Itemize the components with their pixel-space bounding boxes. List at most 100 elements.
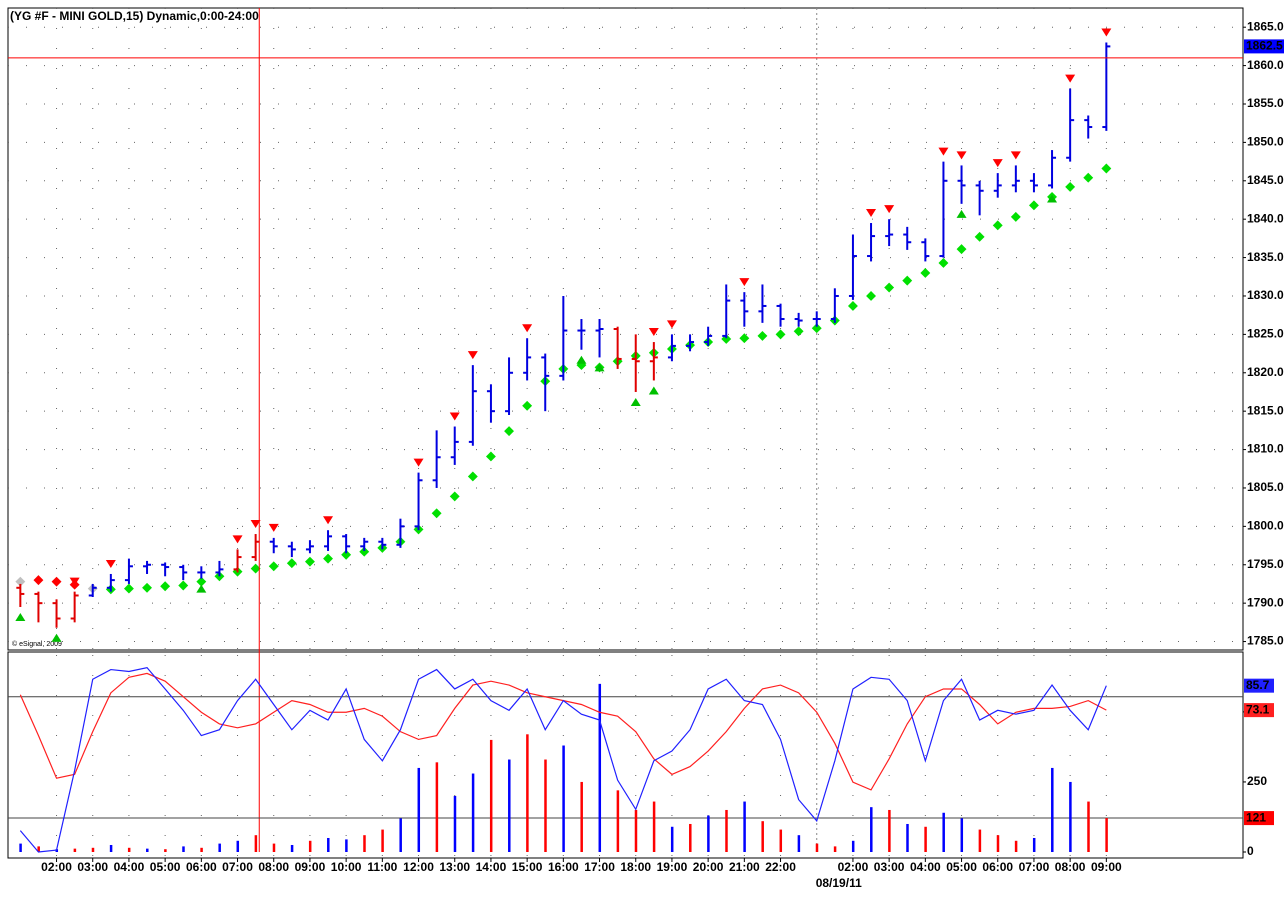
- ma-dot: [902, 275, 913, 286]
- volume-bar: [182, 846, 185, 852]
- price-panel: [7, 7, 1244, 651]
- ma-dot: [304, 556, 315, 567]
- volume-bar: [471, 773, 475, 852]
- stoch-line: [19, 666, 1107, 853]
- y-tick-label: 1845.0: [1247, 173, 1284, 187]
- buy-signal: [576, 355, 587, 364]
- ma-dot: [1065, 181, 1076, 192]
- buy-signal: [630, 397, 641, 406]
- volume-bar: [435, 762, 439, 852]
- ma-dot: [504, 426, 514, 437]
- volume-bar: [942, 812, 945, 852]
- x-tick-label: 05:00: [946, 860, 977, 874]
- volume-bar: [870, 807, 873, 852]
- volume-bar: [761, 821, 764, 852]
- volume-bar: [127, 847, 131, 852]
- y-tick-label: 1865.0: [1247, 19, 1284, 33]
- volume-bar: [19, 843, 22, 852]
- volume-bar: [797, 835, 801, 852]
- x-tick-label: 18:00: [620, 860, 651, 874]
- ma-dot: [956, 244, 967, 255]
- ma-dot: [431, 508, 442, 519]
- volume-bar: [833, 846, 837, 852]
- ma-dot: [1010, 211, 1021, 222]
- volume-bar: [236, 840, 240, 852]
- sell-signal: [866, 209, 877, 218]
- volume-bar: [544, 759, 547, 852]
- sell-signal: [413, 458, 424, 467]
- volume-bar: [272, 843, 276, 852]
- ma-dot: [33, 575, 44, 586]
- x-tick-label: 09:00: [295, 860, 326, 874]
- ma-dot: [15, 576, 26, 587]
- sell-signal: [992, 159, 1003, 168]
- x-tick-label: 22:00: [765, 860, 796, 874]
- stoch-d-current-box: [1244, 703, 1274, 718]
- volume-bar: [91, 847, 95, 852]
- x-tick-label: 04:00: [910, 860, 941, 874]
- y-tick-label: 1830.0: [1247, 288, 1284, 302]
- volume-bar: [743, 801, 746, 852]
- x-tick-label: 15:00: [512, 860, 543, 874]
- sell-signal: [268, 523, 279, 532]
- ma-dot: [178, 580, 189, 591]
- volume-bar: [888, 809, 891, 852]
- volume-bar: [978, 829, 982, 852]
- buy-signal: [594, 363, 605, 372]
- chart-title: (YG #F - MINI GOLD,15) Dynamic,0:00-24:0…: [10, 9, 259, 23]
- sell-signal: [449, 412, 460, 421]
- volume-bar: [924, 826, 927, 852]
- y-tick-label: 1840.0: [1247, 211, 1284, 225]
- volume-bar: [381, 829, 384, 852]
- volume-bar: [1014, 840, 1018, 852]
- y-tick-label: 1810.0: [1247, 442, 1284, 456]
- x-tick-label: 05:00: [150, 860, 181, 874]
- ma-dot: [938, 258, 949, 268]
- x-tick-label: 02:00: [41, 860, 72, 874]
- volume-bar: [508, 759, 511, 852]
- ma-dot: [160, 581, 171, 592]
- x-tick-label: 03:00: [874, 860, 905, 874]
- sell-signal: [739, 278, 750, 287]
- x-tick-label: 06:00: [186, 860, 217, 874]
- sell-signal: [1101, 28, 1112, 37]
- y-tick-label: 1795.0: [1247, 557, 1284, 571]
- x-tick-label: 11:00: [367, 860, 397, 874]
- ma-dot: [323, 553, 333, 564]
- ma-dot: [974, 231, 985, 242]
- buy-signal: [196, 584, 207, 593]
- ma-dot: [847, 301, 858, 311]
- ma-dot: [142, 582, 152, 593]
- stoch-d-current-label: 73.1: [1246, 702, 1270, 716]
- x-tick-label: 03:00: [77, 860, 108, 874]
- ma-dot: [775, 329, 786, 340]
- x-tick-label: 09:00: [1091, 860, 1122, 874]
- volume-bar: [327, 837, 330, 852]
- ma-dot: [467, 471, 478, 482]
- y2-tick-label: 0: [1247, 844, 1254, 858]
- volume-bar: [689, 823, 692, 852]
- volume-bar: [417, 767, 421, 852]
- x-tick-label: 07:00: [222, 860, 253, 874]
- volume-bar: [73, 848, 77, 852]
- ma-dot: [485, 451, 496, 462]
- buy-signal: [1047, 194, 1058, 203]
- y-tick-label: 1825.0: [1247, 327, 1284, 341]
- volume-bar: [670, 826, 674, 852]
- volume-bar: [851, 840, 855, 852]
- date-label: 08/19/11: [816, 876, 862, 890]
- volume-bar: [109, 844, 113, 852]
- y-tick-label: 1790.0: [1247, 595, 1284, 609]
- y-tick-label: 1835.0: [1247, 250, 1284, 264]
- ma-dot: [196, 576, 207, 587]
- x-tick-label: 08:00: [1055, 860, 1086, 874]
- ma-dot: [866, 291, 876, 301]
- volume-bar: [996, 835, 1000, 852]
- volume-bar: [580, 781, 583, 852]
- x-tick-label: 08:00: [258, 860, 289, 874]
- volume-bar: [290, 844, 294, 852]
- last-price-label: 1862.5: [1246, 39, 1283, 53]
- ma-dot: [1028, 200, 1039, 211]
